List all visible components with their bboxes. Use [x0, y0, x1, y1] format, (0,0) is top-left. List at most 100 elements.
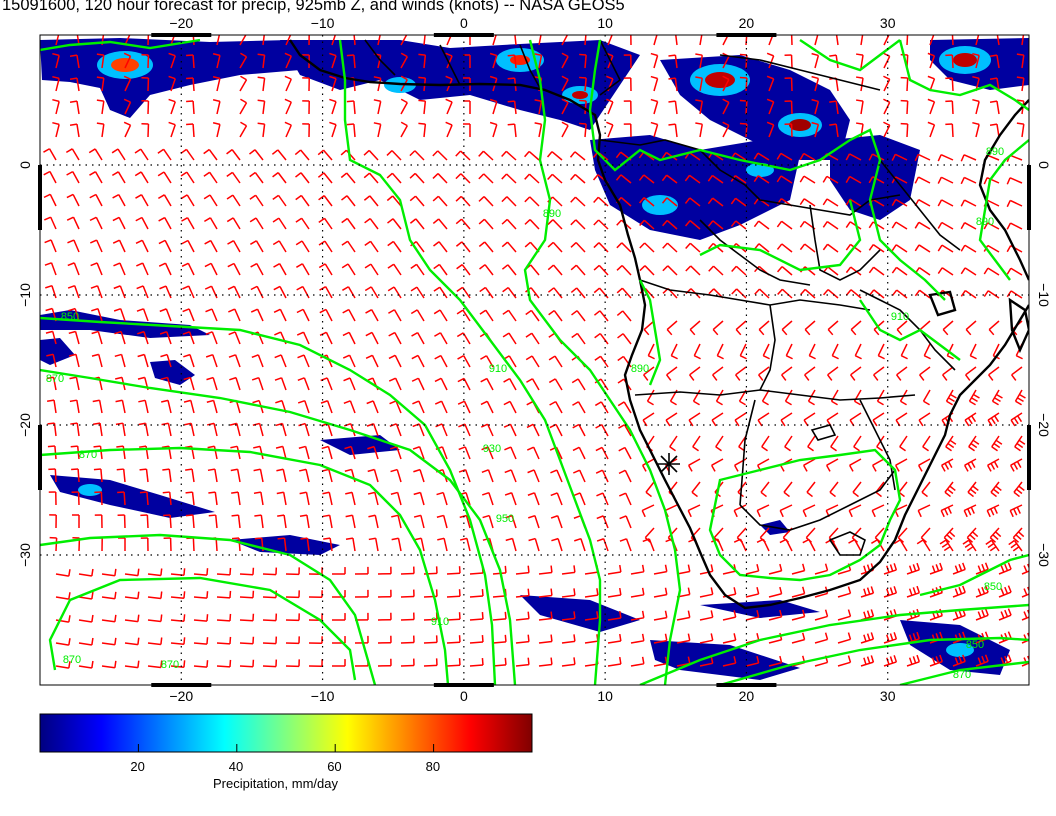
wind-barb — [113, 308, 126, 322]
wind-barb — [811, 121, 820, 138]
wind-barb — [1006, 290, 1023, 299]
wind-barb — [183, 353, 195, 368]
wind-barb — [253, 468, 264, 483]
contour-label: 910 — [891, 311, 909, 323]
wind-barb — [418, 122, 427, 138]
wind-barb — [975, 654, 989, 667]
wind-barb — [387, 286, 402, 299]
wind-barb — [963, 504, 977, 518]
contour-label: 870 — [79, 449, 97, 461]
lon-tick-label-top: −10 — [311, 15, 335, 31]
wind-barb — [135, 216, 149, 230]
wind-barb — [90, 285, 103, 299]
wind-barb — [894, 504, 908, 518]
wind-barb — [136, 262, 149, 276]
wind-barb — [607, 587, 622, 598]
wind-barb — [571, 310, 586, 322]
wind-barb — [94, 491, 103, 506]
wind-barb — [185, 468, 195, 483]
wind-barb — [514, 35, 517, 46]
wind-barb — [665, 412, 678, 427]
wind-barb — [642, 538, 655, 552]
wind-barb — [619, 515, 632, 529]
wind-barb — [538, 565, 553, 575]
wind-barb — [1021, 632, 1029, 644]
wind-barb — [525, 332, 540, 345]
wind-barb — [469, 611, 484, 621]
wind-barb — [639, 219, 655, 230]
wind-barb — [998, 562, 1012, 575]
wind-barb — [534, 99, 543, 115]
wind-barb — [761, 435, 770, 452]
wind-barb — [45, 284, 57, 299]
wind-barb — [182, 331, 195, 345]
wind-barb — [170, 568, 186, 577]
wind-barb — [835, 35, 839, 46]
wind-barb — [937, 199, 954, 207]
wind-barb — [181, 239, 195, 253]
wind-barb — [549, 400, 563, 414]
wind-barb — [715, 435, 724, 452]
wind-barb — [871, 458, 885, 472]
contour-label: 870 — [161, 659, 179, 671]
wind-barb — [807, 389, 816, 406]
wind-barb — [170, 591, 186, 600]
wind-barb — [845, 175, 862, 184]
wind-barb — [733, 538, 747, 552]
wind-barb — [733, 458, 747, 472]
wind-barb — [781, 366, 793, 381]
wind-barb — [538, 35, 542, 46]
wind-barb — [285, 659, 300, 668]
precip-cell — [111, 58, 139, 72]
wind-barb — [896, 366, 908, 381]
wind-barb — [638, 174, 655, 184]
wind-barb — [67, 285, 80, 299]
wind-barb — [695, 76, 703, 92]
wind-barb — [96, 76, 105, 92]
wind-barb — [364, 240, 379, 253]
wind-barb — [753, 220, 770, 230]
wind-barb — [345, 491, 356, 506]
wind-barb — [768, 609, 783, 621]
wind-barb — [299, 514, 310, 529]
wind-barb — [584, 588, 599, 598]
wind-barb — [410, 286, 425, 299]
wind-barb — [52, 75, 60, 92]
wind-barb — [550, 515, 563, 529]
wind-barb — [181, 217, 195, 230]
wind-barb — [101, 637, 117, 646]
wind-barb — [799, 243, 816, 253]
wind-barb — [321, 445, 333, 460]
wind-barb — [963, 458, 977, 472]
wind-barb — [377, 658, 392, 667]
wind-barb — [115, 399, 126, 414]
wind-barb — [883, 563, 898, 575]
wind-barb — [354, 589, 369, 598]
wind-barb — [515, 588, 530, 598]
wind-barb — [368, 514, 379, 529]
wind-barb — [730, 197, 747, 207]
wind-barb — [1021, 655, 1029, 667]
wind-barb — [161, 399, 172, 414]
contour-label: 890 — [976, 216, 994, 228]
wind-barb — [856, 53, 864, 69]
wind-barb — [296, 331, 310, 345]
wind-barb — [825, 458, 839, 472]
wind-barb — [573, 492, 586, 506]
wind-barb — [617, 401, 632, 414]
wind-barb — [503, 423, 517, 437]
wind-barb — [883, 586, 898, 598]
wind-barb — [469, 565, 484, 575]
wind-barb — [272, 194, 287, 207]
wind-barb — [549, 423, 563, 437]
wind-barb — [668, 100, 678, 115]
wind-barb — [988, 320, 1000, 336]
wind-barb — [990, 481, 1002, 498]
wind-barb — [945, 389, 957, 406]
wind-barb — [900, 99, 909, 115]
wind-barb — [1014, 389, 1026, 406]
wind-barb — [101, 614, 117, 623]
wind-barb — [814, 632, 829, 644]
wind-barb — [1021, 35, 1025, 46]
wind-barb — [276, 491, 287, 506]
